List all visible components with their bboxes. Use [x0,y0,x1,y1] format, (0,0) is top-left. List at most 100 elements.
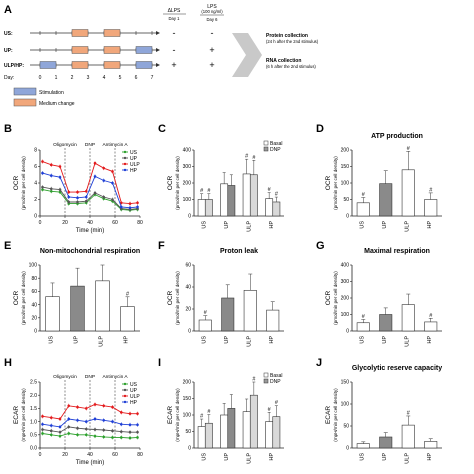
y-tick-label: 50 [343,197,349,203]
legend-label: US [130,382,138,388]
stimulation-block [135,46,153,54]
significance-marker: # [252,155,256,161]
data-point [41,428,44,431]
data-point [49,187,53,191]
day-number: 2 [71,75,74,81]
injection-label: DNP [85,374,95,380]
series-line-us [42,189,138,211]
dlps-sign: - [173,45,176,55]
injection-label: Antimycin A [102,374,128,380]
data-point [84,407,88,410]
category-label: UP [224,336,230,344]
data-point [67,404,71,408]
data-point [93,417,97,421]
y-tick-label: 0 [346,329,349,335]
bar [401,304,415,332]
category-label: UP [224,453,230,461]
y-tick-label: 300 [183,164,192,170]
bar [401,169,415,217]
y-axis-label: OCR [167,175,174,190]
y-axis-sublabel: (pmol/min per cell density) [333,156,338,210]
chart-title: Maximal respiration [364,248,430,255]
y-tick-label: 400 [341,263,350,269]
chart-d: 0 50 100 150 200 OCR (pmol/min per cell densit… [325,133,442,232]
y-tick-label: 60 [31,289,37,295]
data-point [111,420,114,423]
y-tick-label: 200 [183,181,192,187]
day-axis: Day: 0 1 2 3 4 5 6 7 [4,75,154,81]
y-tick-label: 200 [183,380,192,386]
significance-marker: # [275,400,279,406]
legend-marker [123,394,127,398]
y-tick-label: 100 [341,312,350,318]
category-label: UP [382,453,388,461]
y-axis-sublabel: (mpH/min per cell density) [21,388,26,442]
day-label: Day: [4,75,14,81]
data-point [119,436,123,439]
data-point [136,205,139,209]
y-axis-label: ECAR [325,406,332,424]
category-label: ULP [246,336,252,347]
significance-marker: # [126,291,130,297]
day-number: 1 [55,75,58,81]
y-tick-label: 40 [31,302,37,308]
data-point [111,405,114,409]
lps-sign: + [209,45,214,55]
panel-letter-j: J [316,357,322,369]
category-label: US [201,453,207,461]
y-tick-label: 2.5 [30,380,37,386]
category-label: US [359,336,365,344]
data-point [58,175,62,179]
data-point [49,163,53,167]
bar [45,296,60,332]
legend-swatch [263,146,269,152]
significance-marker: # [204,310,208,316]
rna-collection-sub: (6 h after the 2nd stimulus) [266,64,316,69]
series-line-hp [42,172,138,209]
y-tick-label: 2.0 [30,393,37,399]
data-point [102,166,106,170]
series-line-ulp [42,403,138,420]
protein-collection-sub: (24 h after the 2nd stimulus) [266,39,319,44]
chart-b: 0 2 4 6 8 OCR (pmol/min per cell density) 0 20 40… [13,142,143,234]
data-point [119,205,123,209]
lps-sign: - [211,28,214,38]
x-axis-label: Time (min) [76,460,104,466]
data-point [49,433,53,437]
col-head-dlps-day: Day 1 [169,16,181,21]
injection-label: Oligomycin [53,142,77,148]
bar-dnp [272,416,281,449]
bar [221,297,235,332]
data-point [41,432,44,435]
significance-marker: # [200,188,204,194]
injection-label: Antimycin A [102,142,128,148]
data-point [67,425,71,429]
y-axis-label: ECAR [13,406,20,424]
y-tick-label: 0 [346,214,349,220]
x-tick-label: 20 [62,220,68,226]
data-point [67,432,71,435]
y-tick-label: 300 [341,279,350,285]
category-label: HP [269,221,275,229]
day-number: 5 [119,75,122,81]
y-tick-label: 150 [183,396,192,402]
y-tick-label: 200 [341,296,350,302]
lps-sign: + [209,60,214,70]
bar [356,322,370,332]
legend-label: Basal [270,373,283,379]
y-tick-label: 1.0 [30,419,37,425]
legend-label: HP [130,168,138,174]
bar-dnp [249,394,258,449]
bar [379,183,393,217]
data-point [136,423,139,427]
data-point [67,195,71,199]
data-point [76,190,79,194]
bar-basal [220,183,229,217]
y-tick-label: 0.5 [30,433,37,439]
data-point [111,198,114,201]
y-tick-label: 6 [34,164,37,170]
significance-marker: # [429,187,433,193]
chart-i: 0 50 100 150 200 ECAR (mpH/min per cell densit… [167,372,284,464]
